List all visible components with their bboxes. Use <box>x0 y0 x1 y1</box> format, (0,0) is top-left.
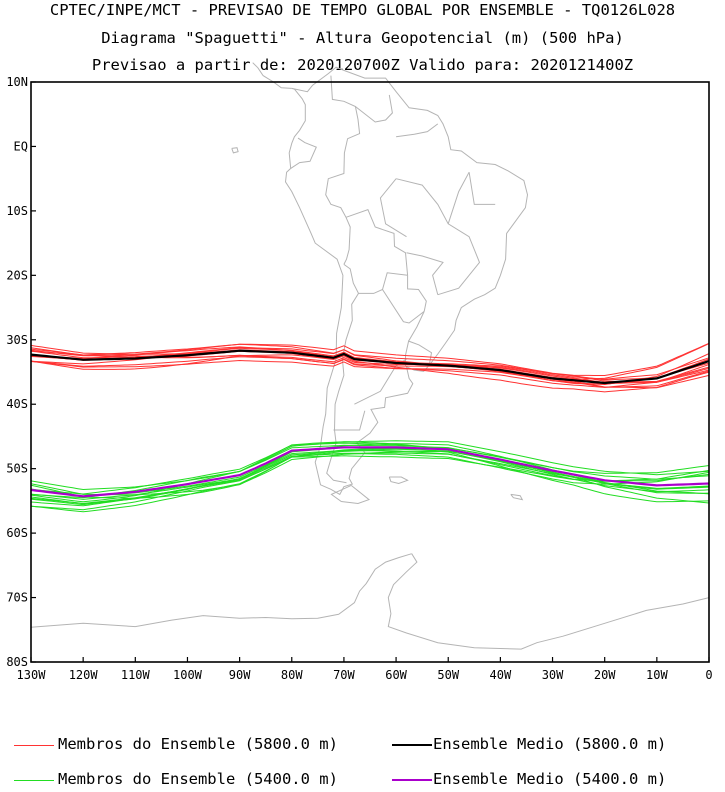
ensemble-mean-layer <box>30 349 710 498</box>
country-border <box>395 178 481 296</box>
legend-label-members-5800: Membros do Ensemble (5800.0 m) <box>58 735 338 753</box>
coastline-layer <box>30 62 710 650</box>
legend-label-mean-5400: Ensemble Medio (5400.0 m) <box>433 770 667 788</box>
coastline-tierra-del-fuego <box>330 484 371 505</box>
x-tick-label: 20W <box>594 668 616 682</box>
title-line-3: Previsao a partir de: 2020120700Z Valido… <box>91 56 634 74</box>
country-border <box>382 289 425 324</box>
x-tick-label: 70W <box>333 668 355 682</box>
ensemble-member-line <box>30 356 710 388</box>
legend-swatch-members-5400 <box>14 780 54 781</box>
legend-swatch-mean-5400 <box>392 779 432 781</box>
country-border <box>333 410 366 431</box>
y-tick-label: 80S <box>6 655 28 669</box>
country-border <box>408 311 425 342</box>
country-border <box>407 275 427 312</box>
x-tick-label: 10W <box>646 668 668 682</box>
country-border <box>345 208 409 276</box>
legend-swatch-mean-5800 <box>392 744 432 746</box>
y-tick-label: 60S <box>6 526 28 540</box>
ensemble-member-line <box>30 348 710 386</box>
country-border <box>379 178 407 238</box>
x-tick-label: 110W <box>121 668 151 682</box>
country-border <box>355 94 393 123</box>
country-border <box>405 340 433 366</box>
x-tick-label: 100W <box>173 668 203 682</box>
coastline-south-georgia <box>510 493 524 501</box>
x-tick-label: 120W <box>69 668 99 682</box>
country-border <box>396 123 439 138</box>
country-border <box>447 171 470 224</box>
x-tick-label: 40W <box>490 668 512 682</box>
ensemble-member-line <box>30 342 710 376</box>
y-tick-label: 10S <box>6 204 28 218</box>
country-border <box>406 252 444 295</box>
x-tick-label: 0 <box>705 668 712 682</box>
country-border <box>468 172 496 205</box>
country-border <box>326 293 359 484</box>
y-tick-label: 50S <box>6 462 28 476</box>
x-tick-label: 80W <box>281 668 303 682</box>
coastline-antarctic-weddell <box>387 553 710 650</box>
legend-label-members-5400: Membros do Ensemble (5400.0 m) <box>58 770 338 788</box>
ensemble-mean-line <box>30 446 710 498</box>
coastline-central-america <box>252 62 292 89</box>
ensemble-member-line <box>30 455 710 507</box>
x-tick-label: 50W <box>437 668 459 682</box>
country-border <box>325 75 361 265</box>
title-line-2: Diagrama "Spaguetti" - Altura Geopotenci… <box>101 29 624 47</box>
x-tick-label: 130W <box>17 668 47 682</box>
map-frame <box>30 81 710 663</box>
ensemble-mean-line <box>30 349 710 385</box>
coastline-falklands <box>388 476 409 485</box>
y-tick-label: 20S <box>6 268 28 282</box>
coastline-galapagos <box>231 147 239 154</box>
ensemble-member-line <box>30 444 710 499</box>
ensemble-member-line <box>30 451 710 496</box>
legend-swatch-members-5800 <box>14 745 54 746</box>
axis-ticks: 130W 120W 110W 100W 90W 80W 70W 60W 50W 40W 30W 20W… <box>6 75 712 682</box>
x-tick-label: 30W <box>542 668 564 682</box>
x-tick-label: 60W <box>385 668 407 682</box>
ensemble-member-line <box>30 449 710 513</box>
country-border <box>343 263 408 294</box>
coastline-south-america <box>284 66 529 496</box>
x-tick-label: 90W <box>229 668 251 682</box>
title-line-1: CPTEC/INPE/MCT - PREVISAO DE TEMPO GLOBA… <box>49 1 676 19</box>
y-tick-label: 30S <box>6 333 28 347</box>
country-border <box>290 137 317 169</box>
ensemble-member-line <box>30 450 710 506</box>
y-tick-label: 10N <box>6 75 28 89</box>
ensemble-members-layer <box>30 342 710 513</box>
coastline-antarctic-peninsula <box>30 553 412 628</box>
ensemble-member-line <box>30 346 710 381</box>
y-tick-label: 70S <box>6 591 28 605</box>
legend-label-mean-5800: Ensemble Medio (5800.0 m) <box>433 735 667 753</box>
y-tick-label: EQ <box>14 139 28 153</box>
y-tick-label: 40S <box>6 397 28 411</box>
